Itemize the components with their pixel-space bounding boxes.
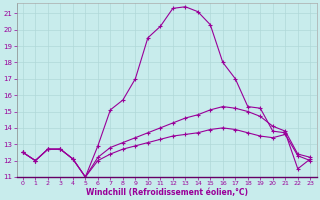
- X-axis label: Windchill (Refroidissement éolien,°C): Windchill (Refroidissement éolien,°C): [85, 188, 248, 197]
